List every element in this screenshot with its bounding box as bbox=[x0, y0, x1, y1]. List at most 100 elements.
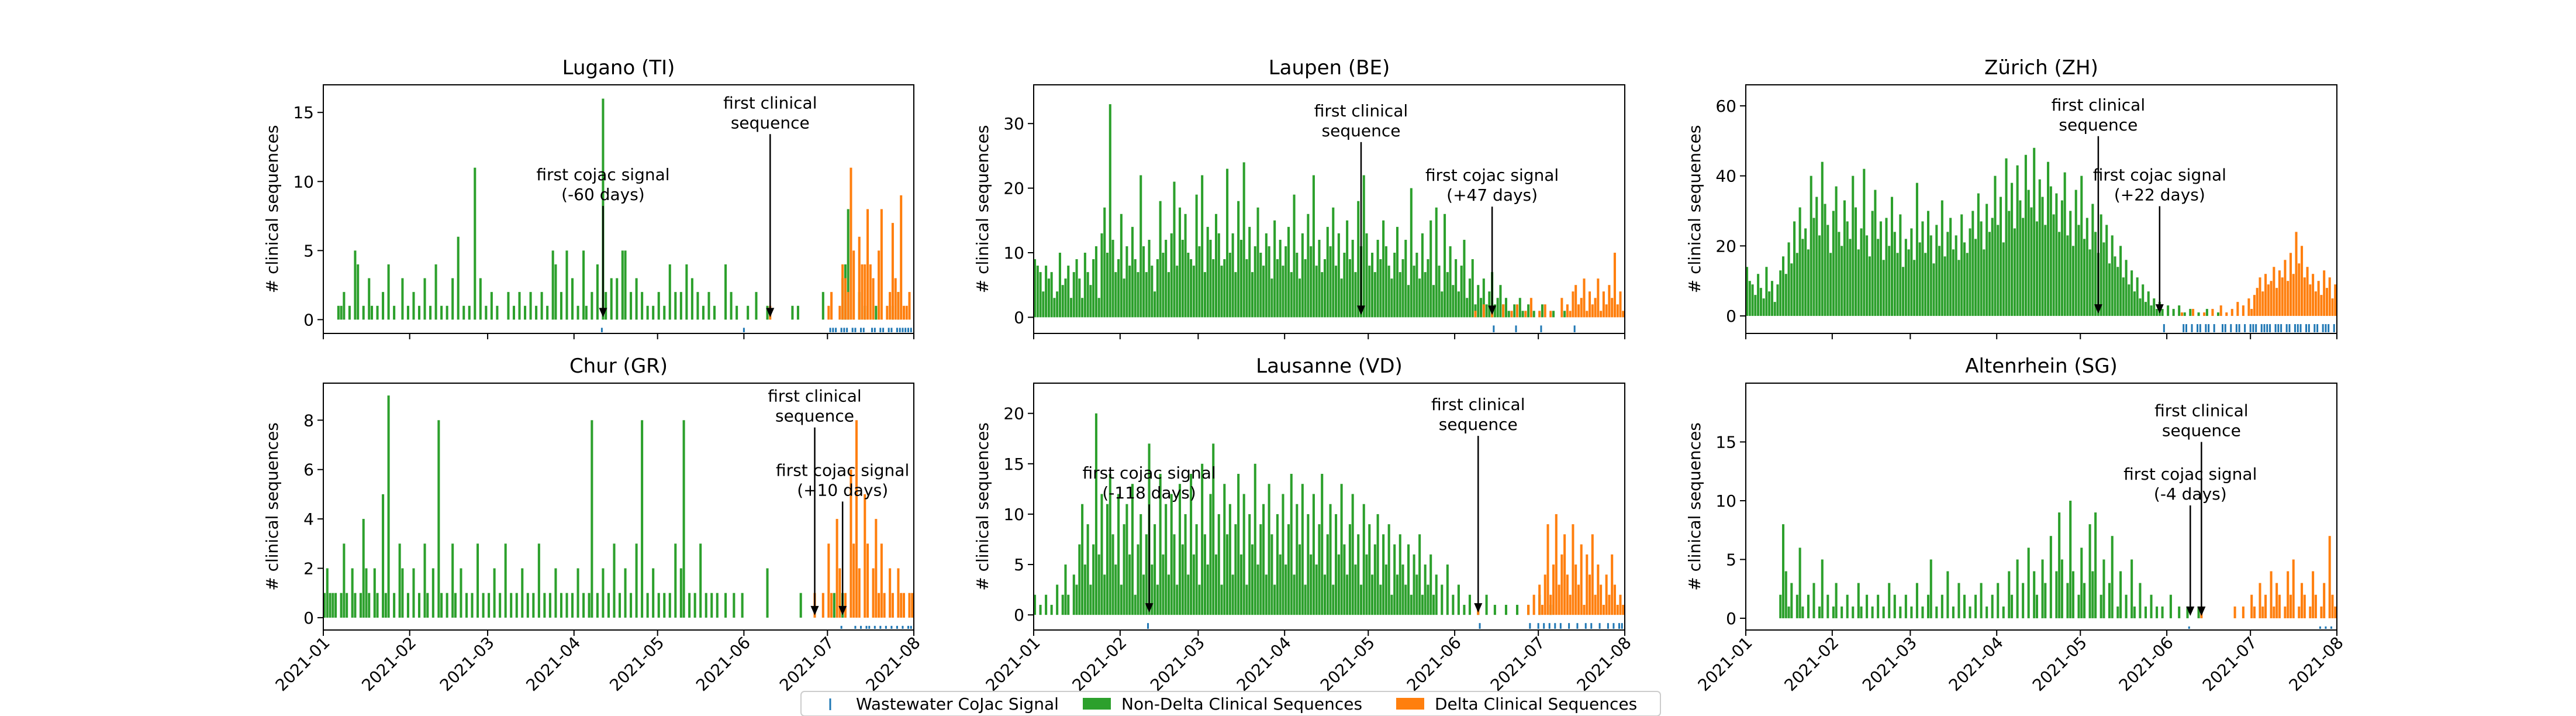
non-delta-bar bbox=[2041, 197, 2044, 316]
non-delta-bar bbox=[624, 250, 627, 320]
chart-panel: Zürich (ZH) # clinical sequences 0 20 40 60 fi… bbox=[1685, 56, 2337, 339]
non-delta-bar bbox=[1332, 584, 1335, 615]
non-delta-bar bbox=[504, 543, 507, 618]
delta-bar bbox=[2328, 277, 2331, 316]
non-delta-bar bbox=[1983, 249, 1985, 316]
non-delta-bar bbox=[1932, 263, 1935, 316]
non-delta-bar bbox=[1151, 266, 1154, 318]
non-delta-bar bbox=[1245, 259, 1248, 318]
non-delta-bar bbox=[2049, 186, 2052, 316]
non-delta-bar bbox=[1053, 298, 1056, 318]
x-tick-label: 2021-07 bbox=[2199, 633, 2261, 695]
non-delta-bar bbox=[2133, 291, 2136, 316]
non-delta-bar bbox=[1759, 288, 1762, 316]
non-delta-bar bbox=[1913, 260, 1916, 316]
non-delta-bar bbox=[1432, 285, 1435, 318]
non-delta-bar bbox=[1446, 272, 1449, 318]
non-delta-bar bbox=[2150, 305, 2153, 316]
non-delta-bar bbox=[348, 305, 351, 320]
non-delta-bar bbox=[1326, 534, 1329, 615]
delta-bar bbox=[838, 305, 841, 320]
non-delta-bar bbox=[370, 305, 374, 320]
panel-title: Chur (GR) bbox=[569, 354, 668, 378]
non-delta-bar bbox=[1969, 228, 1971, 316]
non-delta-bar bbox=[431, 568, 434, 618]
y-tick-label: 30 bbox=[1003, 114, 1024, 133]
x-tick-label: 2021-04 bbox=[1233, 633, 1295, 695]
non-delta-bar bbox=[393, 305, 396, 320]
non-delta-bar bbox=[1067, 594, 1070, 615]
delta-bar bbox=[2250, 309, 2253, 316]
delta-bar bbox=[2264, 274, 2267, 316]
non-delta-bar bbox=[1915, 583, 1918, 618]
non-delta-bar bbox=[1977, 193, 1980, 316]
non-delta-bar bbox=[1092, 259, 1095, 318]
axes-frame bbox=[323, 84, 914, 334]
delta-bar bbox=[1563, 534, 1566, 615]
non-delta-bar bbox=[1921, 221, 1924, 316]
delta-bar bbox=[2259, 277, 2261, 316]
non-delta-bar bbox=[791, 305, 794, 320]
non-delta-bar bbox=[1365, 233, 1368, 318]
non-delta-bar bbox=[1499, 285, 1502, 318]
non-delta-bar bbox=[674, 292, 677, 320]
non-delta-bar bbox=[1058, 253, 1061, 318]
delta-bar bbox=[2275, 288, 2278, 316]
non-delta-bar bbox=[440, 593, 443, 618]
delta-bar bbox=[1586, 311, 1589, 318]
delta-bar bbox=[2253, 295, 2256, 316]
non-delta-bar bbox=[1282, 494, 1284, 615]
non-delta-bar bbox=[2122, 277, 2125, 316]
non-delta-bar bbox=[1259, 524, 1262, 615]
non-delta-bar bbox=[1337, 554, 1340, 615]
non-delta-bar bbox=[1335, 514, 1338, 615]
non-delta-bar bbox=[490, 292, 493, 320]
non-delta-bar bbox=[1120, 584, 1123, 615]
non-delta-bar bbox=[602, 568, 605, 618]
non-delta-bar bbox=[1871, 606, 1874, 618]
delta-bar bbox=[883, 593, 886, 618]
non-delta-bar bbox=[1940, 200, 1943, 316]
non-delta-bar bbox=[1315, 266, 1318, 318]
y-axis-label: # clinical sequences bbox=[1685, 422, 1704, 591]
non-delta-bar bbox=[1471, 259, 1474, 318]
delta-bar bbox=[2273, 267, 2275, 316]
non-delta-bar bbox=[1042, 291, 1045, 318]
non-delta-bar bbox=[1781, 256, 1785, 316]
y-axis-label: # clinical sequences bbox=[263, 422, 282, 591]
non-delta-bar bbox=[2156, 309, 2159, 316]
non-delta-bar bbox=[1293, 574, 1296, 615]
non-delta-bar bbox=[462, 305, 465, 320]
non-delta-bar bbox=[1815, 197, 1818, 316]
non-delta-bar bbox=[1198, 246, 1201, 318]
non-delta-bar bbox=[454, 593, 457, 618]
delta-bar bbox=[2270, 571, 2273, 618]
non-delta-bar bbox=[1527, 304, 1530, 318]
non-delta-bar bbox=[465, 593, 468, 618]
non-delta-bar bbox=[1452, 594, 1455, 615]
non-delta-bar bbox=[412, 292, 415, 320]
non-delta-bar bbox=[2080, 548, 2083, 618]
annotation-text: first cojac signal (+47 days) bbox=[1425, 166, 1559, 205]
panel-title: Laupen (BE) bbox=[1269, 56, 1390, 80]
annotation-arrowhead bbox=[766, 308, 775, 318]
non-delta-bar bbox=[766, 305, 769, 320]
non-delta-bar bbox=[582, 593, 585, 618]
non-delta-bar bbox=[1935, 606, 1938, 618]
non-delta-bar bbox=[2178, 606, 2181, 618]
non-delta-bar bbox=[1214, 554, 1218, 615]
non-delta-bar bbox=[1212, 443, 1215, 615]
delta-bar bbox=[1572, 291, 1574, 318]
non-delta-bar bbox=[1359, 584, 1363, 615]
non-delta-bar bbox=[591, 420, 593, 618]
bars bbox=[323, 395, 914, 629]
y-tick-label: 20 bbox=[1715, 236, 1736, 256]
delta-bar bbox=[902, 593, 905, 618]
non-delta-bar bbox=[1239, 554, 1242, 615]
non-delta-bar bbox=[1798, 548, 1801, 618]
non-delta-bar bbox=[351, 568, 354, 618]
non-delta-bar bbox=[1401, 564, 1404, 615]
non-delta-bar bbox=[1821, 161, 1824, 316]
non-delta-bar bbox=[1097, 298, 1100, 318]
non-delta-bar bbox=[1045, 594, 1048, 615]
